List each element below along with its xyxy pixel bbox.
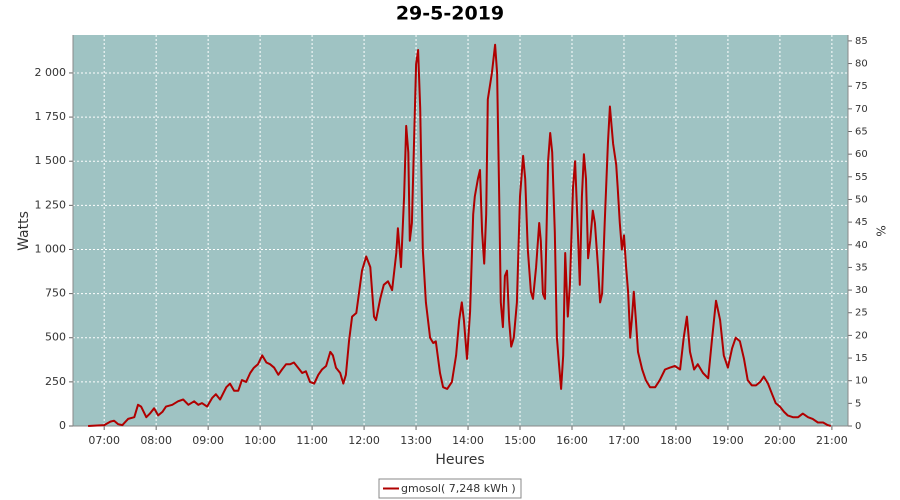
x-tick-label: 21:00 [816, 434, 848, 447]
y-tick-label: 500 [45, 331, 66, 344]
x-axis-label: Heures [435, 452, 484, 468]
y2-tick-label: 0 [855, 421, 861, 432]
y2-tick-label: 60 [855, 149, 868, 160]
series-line [88, 43, 832, 427]
chart-title: 29-5-2019 [396, 3, 504, 25]
y-axis-label: Watts [16, 211, 32, 251]
legend-box [378, 478, 522, 499]
y-tick-label: 250 [45, 375, 66, 388]
x-tick-label: 19:00 [712, 434, 744, 447]
legend-label: gmosol( 7,248 kWh ) [401, 482, 516, 495]
x-tick-label: 14:00 [452, 434, 484, 447]
y-tick-label: 2 000 [35, 66, 67, 79]
x-tick-label: 07:00 [88, 434, 120, 447]
x-tick-label: 09:00 [192, 434, 224, 447]
plot-area [73, 35, 848, 426]
y2-tick-label: 10 [855, 376, 868, 387]
y2-tick-label: 55 [855, 172, 868, 183]
x-tick-label: 10:00 [244, 434, 276, 447]
y2-tick-label: 20 [855, 330, 868, 341]
y2-tick-label: 5 [855, 398, 861, 409]
x-tick-label: 13:00 [400, 434, 432, 447]
y2-tick-label: 25 [855, 308, 868, 319]
y2-tick-label: 85 [855, 36, 868, 47]
y-tick-label: 1 250 [35, 198, 67, 211]
x-tick-label: 12:00 [348, 434, 380, 447]
x-tick-label: 15:00 [504, 434, 536, 447]
y2-axis-label: % [874, 225, 888, 236]
y2-tick-label: 70 [855, 104, 868, 115]
x-tick-label: 20:00 [764, 434, 796, 447]
y2-tick-label: 65 [855, 127, 868, 138]
x-tick-label: 08:00 [140, 434, 172, 447]
x-tick-label: 17:00 [608, 434, 640, 447]
y-tick-label: 1 750 [35, 110, 67, 123]
x-tick-label: 18:00 [660, 434, 692, 447]
y-tick-label: 1 500 [35, 154, 67, 167]
y2-tick-label: 45 [855, 217, 868, 228]
y2-tick-label: 35 [855, 262, 868, 273]
x-tick-label: 11:00 [296, 434, 328, 447]
y2-tick-label: 40 [855, 240, 868, 251]
y-tick-label: 1 000 [35, 242, 67, 255]
y-tick-label: 0 [59, 419, 66, 432]
y-tick-label: 750 [45, 287, 66, 300]
x-tick-label: 16:00 [556, 434, 588, 447]
y2-tick-label: 30 [855, 285, 868, 296]
y2-tick-label: 80 [855, 59, 868, 70]
y2-tick-label: 50 [855, 194, 868, 205]
y2-tick-label: 75 [855, 81, 868, 92]
y2-tick-label: 15 [855, 353, 868, 364]
